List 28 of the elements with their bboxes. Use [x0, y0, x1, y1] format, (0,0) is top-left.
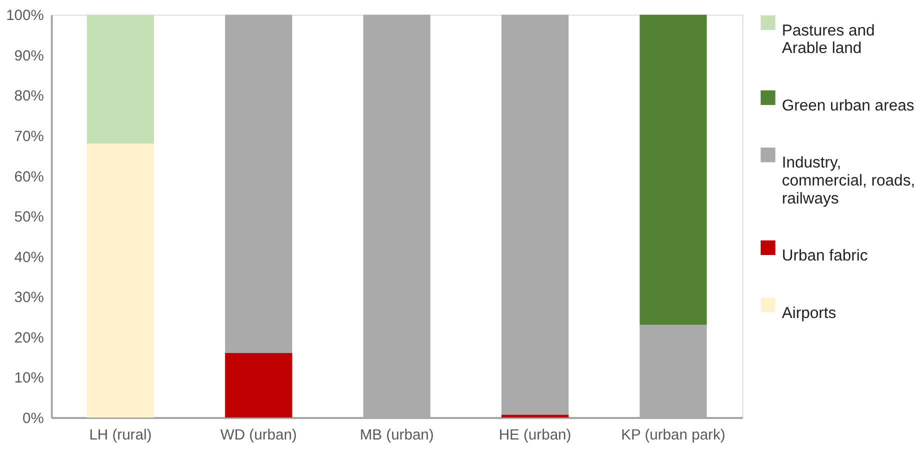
bar — [640, 14, 707, 325]
y-tick-label: 20% — [14, 330, 44, 346]
legend-label: Pastures and Arable land — [782, 22, 875, 58]
y-tick-label: 100% — [6, 8, 44, 24]
bar — [86, 144, 154, 418]
bar — [86, 14, 154, 144]
x-tick-label: KP (urban park) — [621, 428, 726, 444]
bar — [225, 14, 292, 354]
x-tick-label: WD (urban) — [220, 428, 297, 444]
x-tick-label: MB (urban) — [360, 428, 434, 444]
y-tick-label: 80% — [14, 88, 44, 105]
y-tick-label: 0% — [22, 410, 44, 427]
y-tick-label: 40% — [14, 250, 44, 266]
legend-label: Green urban areas — [782, 97, 914, 114]
bar — [501, 414, 569, 418]
y-tick-label: 10% — [14, 370, 44, 387]
y-tick-label: 60% — [14, 169, 44, 186]
y-tick-label: 30% — [14, 290, 44, 306]
y-tick-label: 70% — [14, 128, 44, 145]
legend-label: Airports — [782, 304, 836, 322]
y-tick-label: 90% — [14, 48, 44, 64]
bar — [225, 353, 292, 418]
x-tick-label: LH (rural) — [89, 428, 152, 444]
y-tick-label: 50% — [14, 210, 44, 226]
bar — [501, 14, 569, 415]
x-tick-label: HE (urban) — [498, 428, 572, 444]
legend-label: Urban fabric — [782, 248, 868, 265]
legend-label: Industry, commercial, roads, railways — [782, 154, 916, 208]
